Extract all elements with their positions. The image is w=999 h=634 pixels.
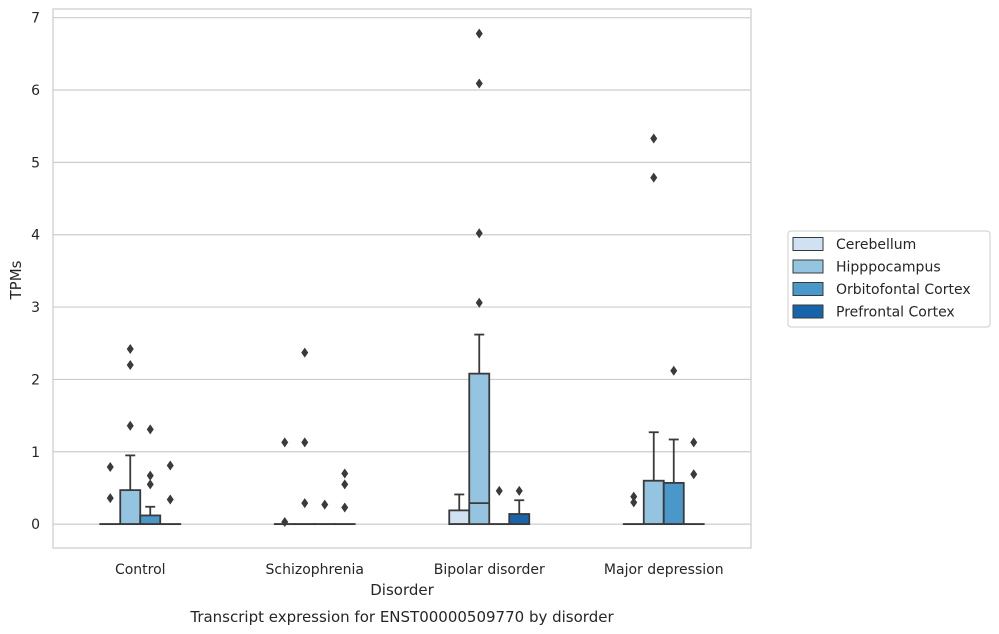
legend-label: Cerebellum [836,237,916,253]
outlier-point [475,228,483,239]
outlier-point [106,461,114,472]
box-plot [119,344,142,526]
legend: Cerebellum Hipppocampus Orbitofontal Corte… [787,230,991,328]
outlier-point [281,437,289,448]
box-plot [622,491,645,526]
y-tick-label: 3 [31,300,40,316]
outlier-point [146,479,154,490]
x-tick-label: Major depression [604,562,724,578]
outlier-point [475,28,483,39]
outlier-point [146,470,154,481]
legend-swatch [792,259,824,274]
box-plot [642,133,665,526]
box [139,514,162,526]
outlier-point [166,460,174,471]
box-plot [448,493,471,526]
box-plot [488,485,511,526]
outlier-point [321,499,329,510]
outlier-point [126,359,134,370]
outlier-point [341,502,349,513]
outlier-point [630,497,638,508]
y-tick-label: 4 [31,228,40,244]
box-plot [313,499,336,526]
legend-label: Hipppocampus [836,260,941,276]
box-plot [468,28,491,526]
outlier-point [495,485,503,496]
legend-label: Prefrontal Cortex [836,305,955,321]
box-plot [333,468,356,526]
boxes [99,28,705,527]
legend-frame [787,230,991,328]
box-plot [662,365,685,526]
x-ticks: Control Schizophrenia Bipolar disorder Majo… [115,562,724,578]
box [468,372,491,526]
outlier-point [341,479,349,490]
outlier-point [690,469,698,480]
box [642,479,665,526]
box-plot [139,424,162,526]
outlier-point [515,485,523,496]
y-tick-label: 1 [31,445,40,461]
outlier-point [670,365,678,376]
y-tick-label: 0 [31,517,40,533]
box [448,509,471,526]
outlier-point [166,494,174,505]
outlier-point [301,437,309,448]
x-axis-label: Disorder [370,581,434,599]
legend-swatch [792,304,824,319]
outlier-point [146,424,154,435]
y-tick-label: 2 [31,372,40,388]
chart-title: Transcript expression for ENST0000050977… [189,608,614,626]
y-tick-label: 5 [31,155,40,171]
box [508,513,531,526]
box [662,481,685,526]
x-tick-label: Bipolar disorder [434,562,545,578]
box-plot [99,461,122,526]
plot-frame [52,8,752,549]
box-plot [682,437,705,526]
box-plot [159,460,182,526]
outlier-point [341,468,349,479]
box-plot [508,485,531,526]
box-plot [273,437,296,527]
legend-swatch [792,237,824,251]
box-plot [293,347,316,526]
x-tick-label: Control [115,562,166,578]
outlier-point [126,344,134,355]
outlier-point [301,347,309,358]
outlier-point [106,493,114,504]
y-tick-label: 7 [31,11,40,27]
y-axis-label: TPMs [7,260,25,300]
outlier-point [690,437,698,448]
outlier-point [475,297,483,308]
outlier-point [475,78,483,89]
legend-label: Orbitofontal Cortex [836,282,971,298]
outlier-point [281,516,289,527]
outlier-point [126,420,134,431]
box [119,489,142,526]
outlier-point [630,491,638,502]
outlier-point [650,172,658,183]
legend-swatch [792,282,824,296]
outlier-point [301,498,309,509]
grid [53,17,751,525]
y-ticks: 0 1 2 3 4 5 6 7 [31,11,40,533]
y-tick-label: 6 [31,83,40,99]
outlier-point [650,133,658,144]
x-tick-label: Schizophrenia [266,562,364,578]
